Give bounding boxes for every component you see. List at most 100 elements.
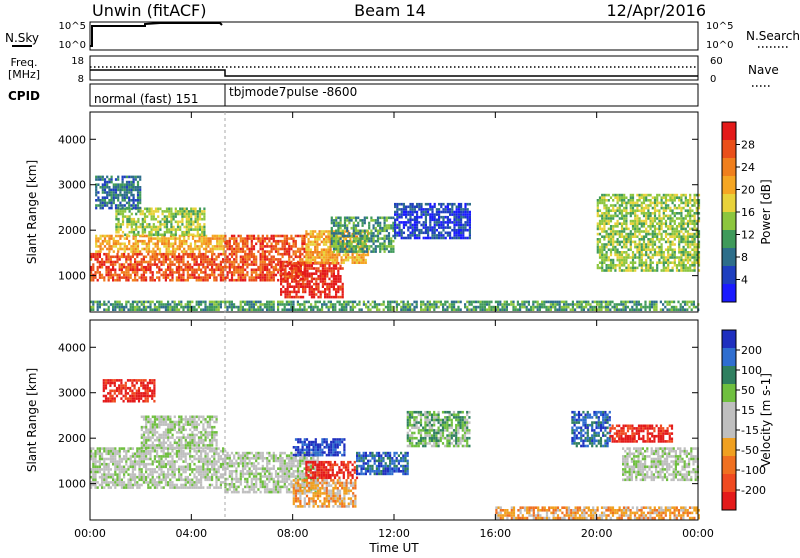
power-colorbar-tick-label: 12 (741, 229, 755, 242)
power-colorbar-swatch (722, 284, 736, 302)
x-tick-label: 08:00 (277, 527, 309, 540)
power-colorbar-swatch (722, 194, 736, 212)
velocity-colorbar-tick-label: 50 (741, 384, 755, 397)
velocity-colorbar-tick-label: -50 (741, 444, 759, 457)
plot-title: Unwin (fitACF) (92, 1, 206, 20)
velocity-colorbar-tick-label: 200 (741, 344, 762, 357)
nave-tick-bottom: 0 (710, 74, 716, 85)
power-colorbar-tick-label: 24 (741, 161, 755, 174)
x-tick-label: 16:00 (479, 527, 511, 540)
power-region-2 (115, 208, 205, 237)
velocity-colorbar-swatch (722, 474, 736, 492)
beam-label: Beam 14 (354, 1, 426, 20)
power-region-5 (280, 262, 344, 298)
velocity-region-9 (571, 411, 611, 447)
cpid-label: CPID (8, 89, 40, 103)
power-ytick-label: 2000 (58, 224, 86, 237)
freq-tick-bottom: 8 (78, 74, 84, 85)
velocity-data (90, 379, 700, 519)
velocity-ytick-label: 3000 (58, 387, 86, 400)
power-colorbar-swatch (722, 176, 736, 194)
power-colorbar-swatch (722, 266, 736, 284)
n-sky-label: N.Sky (5, 31, 39, 45)
velocity-ylabel: Slant Range [km] (25, 368, 39, 472)
noise-right-tick-top: 10^5 (706, 21, 733, 32)
x-tick-label: 00:00 (682, 527, 714, 540)
power-colorbar-label: Power [dB] (759, 179, 773, 244)
power-data (90, 176, 700, 311)
velocity-colorbar-swatch (722, 402, 736, 420)
noise-panel: N.Sky 10^5 10^0 10^5 10^0 N.Search (5, 21, 800, 51)
velocity-region-8 (407, 411, 471, 447)
power-colorbar-swatch (722, 248, 736, 266)
power-colorbar-swatch (722, 158, 736, 176)
x-tick-label: 04:00 (175, 527, 207, 540)
velocity-colorbar-tick-label: -200 (741, 484, 766, 497)
cpid-panel: CPID normal (fast) 151 tbjmode7pulse -86… (8, 84, 698, 106)
velocity-region-10 (609, 425, 673, 443)
velocity-region-2 (141, 416, 218, 450)
power-region-10 (90, 301, 699, 311)
noise-left-tick-top: 10^5 (59, 21, 86, 32)
power-region-0 (90, 253, 226, 282)
velocity-region-1 (103, 379, 156, 402)
power-colorbar-tick-label: 28 (741, 139, 755, 152)
freq-panel: Freq. [MHz] 18 8 60 0 Nave (8, 56, 779, 86)
freq-label-line2: [MHz] (8, 68, 40, 81)
power-region-9 (597, 194, 700, 272)
x-axis-label: Time UT (368, 541, 419, 554)
freq-tick-top: 18 (71, 56, 84, 67)
power-ytick-label: 4000 (58, 133, 86, 146)
velocity-colorbar-swatch (722, 348, 736, 366)
velocity-colorbar-swatch (722, 330, 736, 348)
velocity-colorbar-label: Velocity [m s-1] (759, 373, 773, 467)
power-ytick-label: 1000 (58, 270, 86, 283)
power-panel: 1000 2000 3000 4000 Slant Range [km] 4 8 12 16… (25, 112, 773, 312)
power-region-1 (95, 235, 225, 253)
velocity-region-11 (622, 447, 699, 481)
power-colorbar-swatch (722, 230, 736, 248)
x-tick-label: 12:00 (378, 527, 410, 540)
velocity-colorbar-tick-label: -15 (741, 424, 759, 437)
n-search-label: N.Search (746, 29, 800, 43)
power-region-4 (224, 235, 305, 282)
velocity-ytick-label: 4000 (58, 341, 86, 354)
velocity-region-12 (495, 506, 700, 519)
power-colorbar-swatch (722, 140, 736, 158)
power-region-7 (331, 217, 395, 253)
noise-left-tick-bottom: 10^0 (59, 40, 86, 51)
x-tick-label: 20:00 (581, 527, 613, 540)
velocity-colorbar-swatch (722, 420, 736, 438)
date-label: 12/Apr/2016 (606, 1, 706, 20)
power-colorbar-tick-label: 4 (741, 274, 748, 287)
velocity-region-7 (356, 452, 409, 475)
power-colorbar-swatch (722, 212, 736, 230)
velocity-ytick-label: 2000 (58, 432, 86, 445)
noise-right-tick-bottom: 10^0 (706, 40, 733, 51)
power-region-3 (95, 176, 141, 210)
power-colorbar: 4 8 12 16 20 24 28 (722, 122, 755, 302)
nave-tick-top: 60 (710, 56, 723, 67)
velocity-ytick-label: 1000 (58, 478, 86, 491)
velocity-colorbar-swatch (722, 492, 736, 510)
x-tick-label: 00:00 (74, 527, 106, 540)
power-region-8 (394, 203, 471, 239)
cpid-mode-tbj: tbjmode7pulse -8600 (229, 85, 357, 99)
nave-label: Nave (748, 63, 779, 77)
velocity-colorbar-tick-label: 15 (741, 404, 755, 417)
velocity-colorbar-swatch (722, 438, 736, 456)
velocity-region-6 (293, 438, 346, 456)
power-ylabel: Slant Range [km] (25, 160, 39, 264)
power-colorbar-tick-label: 8 (741, 251, 748, 264)
power-ytick-label: 3000 (58, 179, 86, 192)
velocity-colorbar-swatch (722, 456, 736, 474)
power-colorbar-swatch (722, 122, 736, 140)
velocity-colorbar-swatch (722, 366, 736, 384)
cpid-mode-normal: normal (fast) 151 (94, 92, 198, 106)
power-colorbar-tick-label: 20 (741, 184, 755, 197)
velocity-region-0 (90, 447, 226, 489)
power-colorbar-tick-label: 16 (741, 206, 755, 219)
velocity-colorbar-swatch (722, 384, 736, 402)
